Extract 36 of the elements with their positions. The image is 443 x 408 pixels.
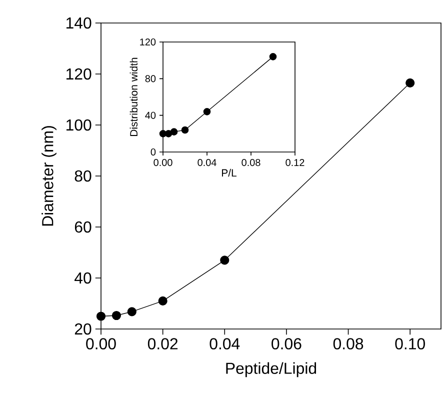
y-tick-label: 120 — [140, 38, 156, 46]
point — [127, 307, 136, 316]
y-tick-label: 100 — [66, 119, 92, 131]
x-tick-label: 0.12 — [286, 159, 304, 166]
y-tick-label: 20 — [74, 323, 92, 335]
y-tick-label: 40 — [145, 112, 156, 119]
point — [181, 126, 189, 134]
point — [220, 256, 230, 265]
point — [164, 130, 172, 138]
x-tick-label: 0.10 — [395, 338, 425, 350]
point — [406, 78, 415, 88]
point — [158, 296, 168, 306]
x-tick-label: 0.04 — [198, 159, 216, 166]
point — [112, 310, 122, 320]
y-tick-label: 40 — [74, 272, 92, 284]
point — [170, 128, 178, 136]
y-tick-label: 60 — [74, 221, 92, 233]
y-tick-label: 80 — [74, 170, 92, 182]
x-tick-label: 0.08 — [242, 159, 260, 166]
x-tick-label: 0.00 — [154, 159, 172, 166]
point — [203, 108, 211, 116]
point — [269, 53, 277, 60]
x-tick-label: 0.06 — [272, 338, 302, 350]
x-tick-label: 0.00 — [86, 338, 116, 350]
x-tick-label: 0.04 — [210, 338, 240, 350]
y-tick-label: 140 — [66, 17, 92, 29]
y-axis-title: Diameter (nm) — [42, 126, 56, 226]
x-axis-title: Peptide/Lipid — [226, 362, 316, 378]
x-axis-title: P/L — [222, 168, 237, 177]
y-tick-label: 120 — [66, 68, 92, 80]
x-tick-label: 0.02 — [148, 338, 178, 350]
y-tick-label: 0 — [150, 148, 156, 156]
x-tick-label: 0.08 — [333, 338, 364, 350]
point — [96, 312, 106, 321]
y-axis-title: Distribution width — [130, 58, 138, 136]
y-tick-label: 80 — [145, 75, 156, 82]
